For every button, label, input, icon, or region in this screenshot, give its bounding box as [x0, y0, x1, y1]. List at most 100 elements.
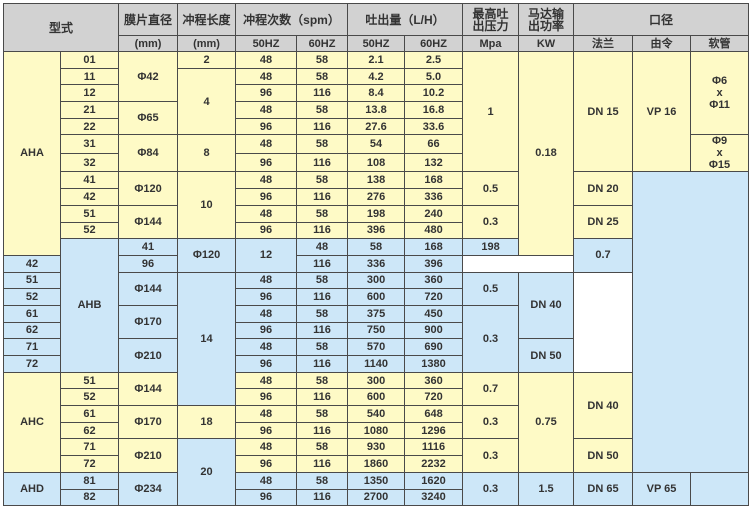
column-header: 50HZ: [235, 35, 298, 52]
column-header: 冲程长度: [177, 3, 237, 36]
table-cell: 1140: [347, 355, 406, 373]
table-cell: Φ9 x Φ15: [690, 134, 750, 173]
table-cell: Φ120: [177, 238, 237, 273]
table-cell: 116: [296, 254, 349, 273]
table-cell: Φ210: [118, 438, 179, 473]
table-cell: 2: [177, 51, 237, 69]
empty-cell: [690, 471, 750, 507]
table-cell: 375: [347, 304, 406, 323]
column-header: Mpa: [462, 35, 520, 52]
table-cell: 96: [235, 152, 298, 173]
table-header: 型式 膜片直径 冲程长度 冲程次数（spm） 吐出量（L/H） 最高吐 出压力 马达输 出功…: [2, 3, 750, 52]
table-cell: 48: [235, 204, 298, 223]
column-header: 由令: [632, 35, 692, 52]
table-cell: Φ144: [118, 204, 179, 240]
table-cell: 81: [59, 471, 120, 490]
table-cell: 0.3: [462, 471, 520, 507]
table-cell: 116: [296, 84, 349, 103]
table-row: 31 Φ84 8 48 58 54 66 Φ9 x Φ15: [4, 134, 750, 173]
table-cell: 2.5: [404, 51, 464, 69]
table-cell: 58: [296, 67, 349, 86]
table-cell: 1.5: [518, 471, 575, 507]
table-cell: 116: [296, 488, 349, 507]
table-cell: Φ210: [118, 338, 179, 373]
table-cell: 52: [59, 388, 120, 407]
table-row: 51 Φ144 48 58 198 240 0.3 DN 25: [4, 204, 749, 240]
table-cell: AHB: [59, 238, 120, 373]
pump-spec-table: 型式 膜片直径 冲程长度 冲程次数（spm） 吐出量（L/H） 最高吐 出压力 马达输 出功…: [2, 3, 750, 507]
table-cell: 0.7: [462, 371, 520, 407]
table-cell: Φ120: [118, 171, 179, 206]
table-cell: 41: [118, 238, 179, 256]
table-cell: 116: [296, 421, 349, 440]
table-cell: 1116: [404, 438, 464, 457]
table-cell: 450: [404, 304, 464, 323]
table-cell: 48: [235, 405, 298, 423]
table-cell: 66: [404, 134, 464, 154]
table-cell: 336: [347, 254, 406, 273]
table-cell: VP 16: [632, 50, 692, 173]
column-header: 软管: [690, 35, 750, 52]
table-cell: 240: [404, 204, 464, 223]
table-row: 12 96 116 8.4 10.2: [4, 84, 749, 103]
table-cell: 116: [296, 355, 349, 373]
table-cell: 58: [296, 134, 349, 154]
table-cell: 51: [59, 371, 120, 390]
table-cell: 62: [59, 421, 120, 440]
table-cell: 96: [235, 288, 298, 306]
table-body: AHA 01 Φ42 2 48 58 2.1 2.5 1 0.18 DN 15 VP 16 Φ6 x Φ…: [3, 50, 750, 507]
table-cell: Φ144: [118, 371, 179, 407]
table-cell: 750: [347, 321, 406, 340]
table-cell: 276: [347, 188, 406, 206]
table-cell: 51: [59, 204, 120, 223]
table-cell: 96: [118, 254, 179, 273]
table-cell: 540: [347, 405, 406, 423]
table-cell: 0.7: [573, 238, 634, 273]
column-header: 口径: [573, 3, 750, 36]
table-cell: 48: [235, 67, 298, 86]
table-cell: Φ84: [118, 134, 179, 173]
table-cell: 1080: [347, 421, 406, 440]
table-cell: 96: [235, 84, 298, 103]
table-cell: 116: [296, 388, 349, 407]
table-cell: 58: [296, 204, 349, 223]
table-cell: 930: [347, 438, 406, 457]
table-cell: 648: [404, 405, 464, 423]
table-cell: 2700: [347, 488, 406, 507]
table-cell: 0.3: [462, 438, 520, 473]
column-header: (mm): [177, 35, 237, 52]
table-row: 32 96 116 108 132: [4, 152, 749, 173]
column-header: 最高吐 出压力: [462, 3, 520, 36]
table-cell: 690: [404, 338, 464, 356]
table-cell: 48: [235, 371, 298, 390]
table-cell: 58: [296, 171, 349, 190]
table-cell: 0.3: [462, 204, 520, 240]
table-cell: 48: [235, 471, 298, 490]
table-row: 21 Φ65 48 58 13.8 16.8: [4, 101, 749, 136]
table-row: 72 96 116 1860 2232: [4, 455, 749, 473]
table-cell: 0.18: [518, 51, 575, 256]
table-row: 62 96 116 750 900: [3, 321, 749, 340]
column-header: 冲程次数（spm）: [235, 3, 349, 36]
table-row: 22 96 116 27.6 33.6: [4, 117, 749, 136]
table-cell: 48: [235, 101, 298, 119]
table-row: 51 Φ144 14 48 58 300 360 0.5 DN 40: [3, 271, 749, 407]
table-cell: 2.1: [347, 51, 406, 69]
table-cell: 16.8: [404, 101, 464, 119]
table-cell: 10.2: [404, 84, 464, 103]
table-cell: 58: [296, 371, 349, 390]
table-cell: 58: [296, 471, 349, 490]
table-row: AHD 81 Φ234 48 58 1350 1620 0.3 1.5 DN 65 VP 65: [3, 471, 750, 507]
table-cell: Φ170: [118, 304, 179, 340]
table-cell: DN 40: [518, 271, 575, 340]
table-cell: 116: [296, 221, 349, 240]
table-cell: 116: [296, 288, 349, 306]
table-cell: 900: [404, 321, 464, 340]
table-row: AHA 01 Φ42 2 48 58 2.1 2.5 1 0.18 DN 15 VP 16 Φ6 x Φ…: [3, 50, 750, 256]
table-cell: 138: [347, 171, 406, 190]
table-cell: 13.8: [347, 101, 406, 119]
table-cell: 72: [3, 355, 61, 373]
empty-cell: [632, 171, 750, 473]
table-cell: 108: [347, 152, 406, 173]
